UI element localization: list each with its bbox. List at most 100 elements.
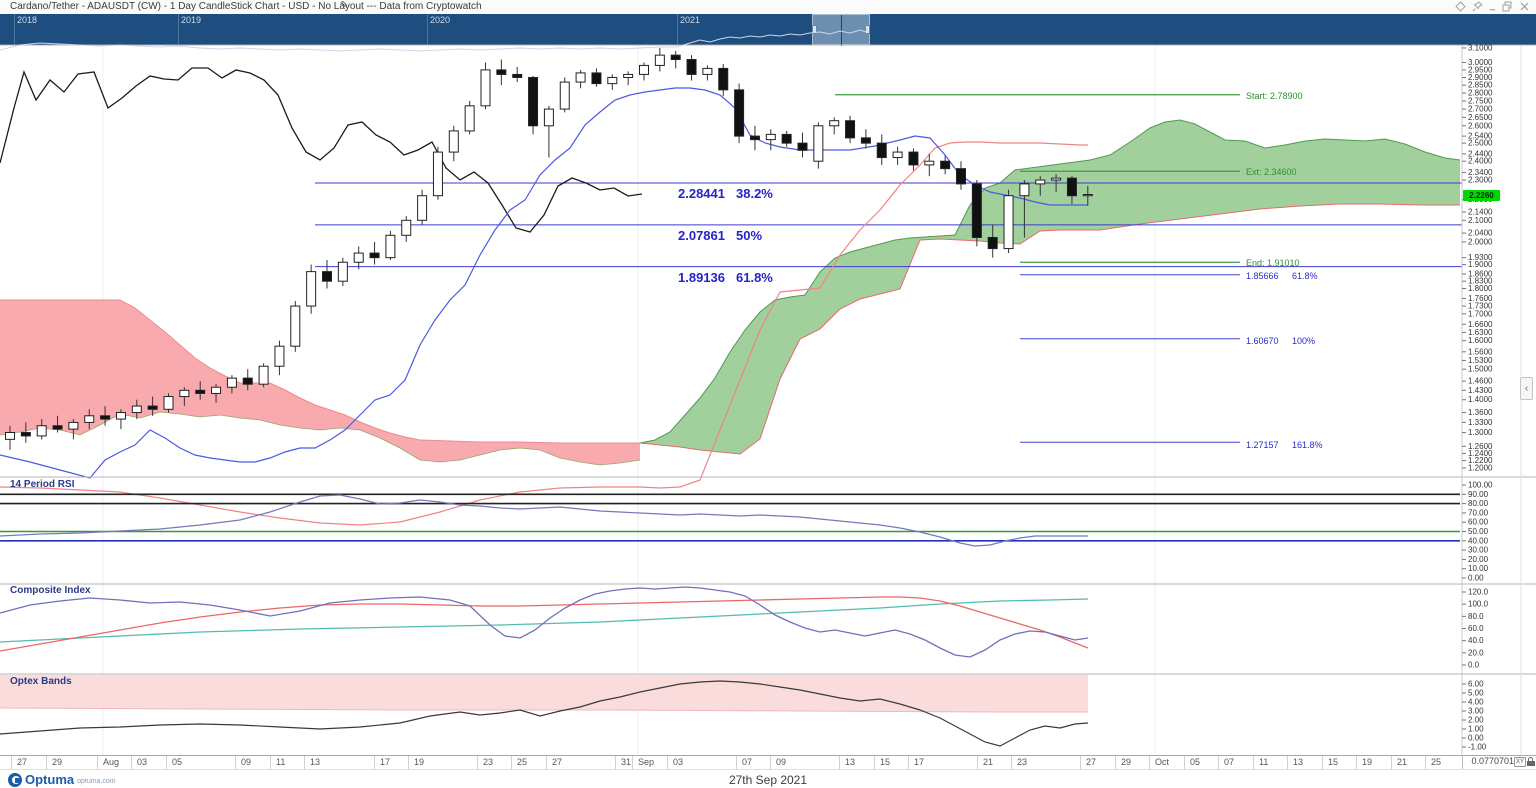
navigator-year-separator bbox=[427, 14, 428, 45]
svg-text:1.3600: 1.3600 bbox=[1468, 408, 1493, 417]
date-tick bbox=[97, 756, 98, 770]
svg-text:80.0: 80.0 bbox=[1468, 612, 1484, 621]
date-label: 11 bbox=[1259, 757, 1269, 767]
svg-text:1.8300: 1.8300 bbox=[1468, 277, 1493, 286]
date-tick bbox=[770, 756, 771, 770]
fib-ext-start-label[interactable]: Start: 2.78900 bbox=[1246, 91, 1303, 101]
date-tick bbox=[166, 756, 167, 770]
date-tick bbox=[1391, 756, 1392, 770]
fib-price: 1.89136 bbox=[678, 270, 725, 285]
svg-text:1.6300: 1.6300 bbox=[1468, 328, 1493, 337]
restore-icon[interactable] bbox=[1502, 1, 1513, 12]
svg-text:1.6000: 1.6000 bbox=[1468, 336, 1493, 345]
pin-icon[interactable] bbox=[1472, 1, 1483, 12]
date-label: 13 bbox=[845, 757, 856, 767]
date-tick bbox=[874, 756, 875, 770]
ext-price: 1.85666 bbox=[1246, 271, 1279, 281]
date-range-navigator[interactable]: 2018 2019 2020 2021 bbox=[0, 14, 1536, 46]
date-label: 25 bbox=[1431, 757, 1442, 767]
date-label: 03 bbox=[137, 757, 148, 767]
collapse-panel-button[interactable]: ‹ bbox=[1520, 377, 1533, 400]
navigator-right-handle[interactable] bbox=[865, 25, 870, 34]
date-label: 13 bbox=[1293, 757, 1304, 767]
svg-text:5.00: 5.00 bbox=[1468, 689, 1484, 698]
fib-retracement-label-618[interactable]: 1.89136 61.8% bbox=[678, 270, 773, 285]
date-label: 25 bbox=[517, 757, 528, 767]
fib-pct: 50% bbox=[736, 228, 763, 243]
svg-text:2.8000: 2.8000 bbox=[1468, 88, 1493, 97]
fib-ext-level-100[interactable]: 1.60670 100% bbox=[1246, 336, 1315, 346]
svg-text:2.1000: 2.1000 bbox=[1468, 216, 1493, 225]
fib-ext-level-1618[interactable]: 1.27157 161.8% bbox=[1246, 440, 1323, 450]
rsi-panel-label[interactable]: 14 Period RSI bbox=[10, 479, 75, 490]
fib-price: 2.07861 bbox=[678, 228, 725, 243]
edit-title-icon[interactable]: ✎ bbox=[340, 0, 349, 11]
date-tick bbox=[11, 756, 12, 770]
window-controls bbox=[1455, 1, 1530, 12]
optuma-logo-icon bbox=[8, 772, 22, 787]
date-label: 15 bbox=[1328, 757, 1339, 767]
svg-text:6.00: 6.00 bbox=[1468, 680, 1484, 689]
date-tick bbox=[632, 756, 633, 770]
svg-text:3.0000: 3.0000 bbox=[1468, 58, 1493, 67]
date-tick bbox=[1356, 756, 1357, 770]
brand-domain: optuma.com bbox=[77, 777, 116, 785]
fib-pct: 38.2% bbox=[736, 186, 773, 201]
axis-status-cell[interactable]: 0.0770701 XY bbox=[1462, 755, 1536, 769]
axis-lock-icon[interactable] bbox=[1527, 757, 1535, 766]
date-axis[interactable]: 27 29 Aug 03 05 09 11 13 17 19 23 25 27 31 Sep 03 07 09 13… bbox=[0, 755, 1536, 770]
svg-text:30.00: 30.00 bbox=[1468, 546, 1489, 555]
fib-ext-ext-label[interactable]: Ext: 2.34600 bbox=[1246, 167, 1297, 177]
fib-ext-end-label[interactable]: End: 1.91010 bbox=[1246, 258, 1300, 268]
navigator-left-handle[interactable] bbox=[812, 25, 817, 34]
composite-panel-label[interactable]: Composite Index bbox=[10, 585, 91, 596]
optex-panel-label[interactable]: Optex Bands bbox=[10, 676, 72, 687]
navigator-center-line bbox=[841, 15, 842, 46]
date-tick bbox=[977, 756, 978, 770]
svg-text:2.6000: 2.6000 bbox=[1468, 121, 1493, 130]
svg-text:20.0: 20.0 bbox=[1468, 648, 1484, 657]
svg-text:1.9300: 1.9300 bbox=[1468, 253, 1493, 262]
date-label: Aug bbox=[103, 757, 120, 767]
date-label: 31 bbox=[621, 757, 632, 767]
date-tick bbox=[736, 756, 737, 770]
date-label: 05 bbox=[1190, 757, 1201, 767]
main-chart-area[interactable] bbox=[0, 45, 1462, 755]
svg-text:1.7000: 1.7000 bbox=[1468, 309, 1493, 318]
close-icon[interactable] bbox=[1519, 1, 1530, 12]
date-tick bbox=[615, 756, 616, 770]
navigator-year-label: 2018 bbox=[17, 15, 38, 25]
svg-text:1.00: 1.00 bbox=[1468, 725, 1484, 734]
svg-text:2.5000: 2.5000 bbox=[1468, 139, 1493, 148]
fib-retracement-label-382[interactable]: 2.28441 38.2% bbox=[678, 186, 773, 201]
svg-text:60.00: 60.00 bbox=[1468, 518, 1489, 527]
title-bar: Cardano/Tether - ADAUSDT (CW) - 1 Day Ca… bbox=[0, 0, 1536, 14]
svg-text:0.00: 0.00 bbox=[1468, 574, 1484, 583]
navigator-year-separator bbox=[14, 14, 15, 45]
layout-diamond-icon[interactable] bbox=[1455, 1, 1466, 12]
minimize-icon[interactable] bbox=[1489, 1, 1496, 12]
date-tick bbox=[1322, 756, 1323, 770]
svg-text:120.0: 120.0 bbox=[1468, 588, 1489, 597]
date-tick bbox=[235, 756, 236, 770]
fib-ext-level-618[interactable]: 1.85666 61.8% bbox=[1246, 271, 1318, 281]
date-label: 09 bbox=[776, 757, 787, 767]
svg-text:2.3000: 2.3000 bbox=[1468, 176, 1493, 185]
svg-text:1.4600: 1.4600 bbox=[1468, 377, 1493, 386]
date-label: 27 bbox=[1086, 757, 1097, 767]
svg-text:1.2400: 1.2400 bbox=[1468, 449, 1493, 458]
svg-text:2.9500: 2.9500 bbox=[1468, 65, 1493, 74]
fib-retracement-label-50[interactable]: 2.07861 50% bbox=[678, 228, 762, 243]
date-tick bbox=[511, 756, 512, 770]
svg-text:1.4000: 1.4000 bbox=[1468, 395, 1493, 404]
svg-text:1.2600: 1.2600 bbox=[1468, 442, 1493, 451]
date-label: 21 bbox=[983, 757, 994, 767]
date-tick bbox=[1425, 756, 1426, 770]
ext-price: 1.27157 bbox=[1246, 440, 1279, 450]
navigator-selection[interactable] bbox=[812, 14, 870, 46]
svg-text:2.1400: 2.1400 bbox=[1468, 207, 1493, 216]
ext-pct: 100% bbox=[1292, 336, 1316, 346]
optuma-logo[interactable]: Optuma optuma.com bbox=[8, 772, 116, 787]
svg-text:2.9000: 2.9000 bbox=[1468, 73, 1493, 82]
